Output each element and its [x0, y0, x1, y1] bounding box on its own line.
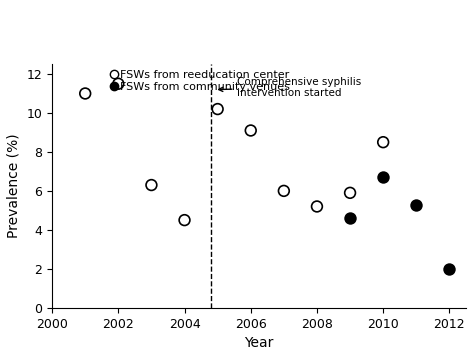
- Point: [346, 190, 354, 196]
- Point: [346, 215, 354, 221]
- Point: [147, 182, 155, 188]
- Point: [412, 202, 420, 207]
- Point: [247, 128, 255, 134]
- Point: [214, 106, 221, 112]
- Point: [379, 175, 387, 180]
- Y-axis label: Prevalence (%): Prevalence (%): [7, 134, 21, 238]
- Point: [446, 266, 453, 272]
- Point: [313, 203, 321, 209]
- Point: [379, 139, 387, 145]
- Text: Comprehensive syphilis
intervention started: Comprehensive syphilis intervention star…: [219, 77, 362, 99]
- Point: [280, 188, 288, 194]
- Legend: FSWs from reeducation center, FSWs from community venues: FSWs from reeducation center, FSWs from …: [111, 70, 290, 92]
- Point: [82, 91, 89, 96]
- X-axis label: Year: Year: [244, 336, 273, 350]
- Point: [181, 217, 188, 223]
- Point: [115, 81, 122, 87]
